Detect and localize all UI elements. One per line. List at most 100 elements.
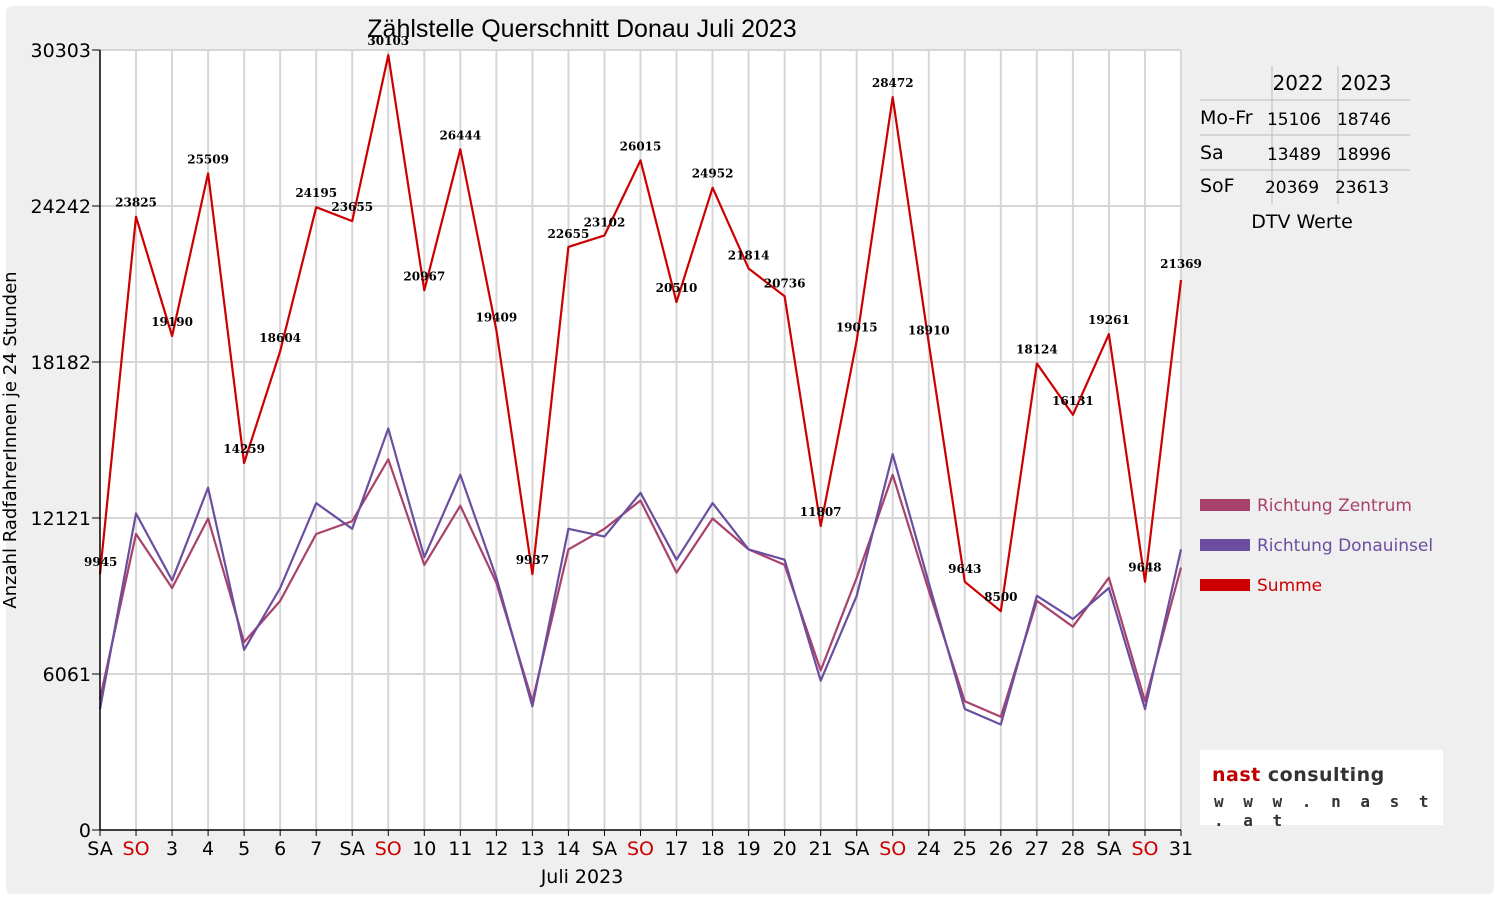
data-label: 30103 — [367, 34, 409, 48]
x-tick-label: 20 — [773, 838, 797, 860]
legend: Richtung Zentrum Richtung Donauinsel Summe — [1200, 496, 1433, 596]
data-label: 19409 — [475, 310, 517, 324]
legend-swatch — [1200, 499, 1250, 511]
x-tick-label: 13 — [520, 838, 544, 860]
dtv-cell: 18996 — [1337, 145, 1391, 165]
data-label: 26015 — [620, 139, 662, 153]
dtv-cell: 18746 — [1337, 110, 1391, 130]
data-label: 9643 — [948, 562, 981, 576]
data-label: 18604 — [259, 331, 301, 345]
data-label: 20736 — [764, 276, 806, 290]
x-tick-label: 31 — [1169, 838, 1193, 860]
dtv-row-label: Sa — [1200, 142, 1224, 164]
x-tick-label: SA — [592, 838, 617, 860]
dtv-cell: 20369 — [1265, 178, 1319, 198]
dtv-header-2023: 2023 — [1341, 71, 1392, 95]
dtv-header-2022: 2022 — [1273, 71, 1324, 95]
x-tick-label: 14 — [556, 838, 580, 860]
x-axis-label: Juli 2023 — [540, 866, 624, 888]
company-logo: nast consulting w w w . n a s t . a t — [1200, 750, 1443, 830]
x-tick-label: SO — [375, 838, 402, 860]
x-tick-label: 6 — [274, 838, 286, 860]
series-lines — [98, 53, 1183, 726]
y-tick-label: 30303 — [31, 40, 91, 62]
data-label: 8500 — [984, 590, 1017, 604]
axes: 0 6061 12121 18182 24242 30303 SA SO 3 4 5 6 7 SA SO 10… — [31, 40, 1194, 860]
logo-url: w w w . n a s t . a t — [1214, 792, 1434, 830]
legend-label: Richtung Donauinsel — [1257, 536, 1433, 556]
dtv-cell: 23613 — [1335, 178, 1389, 198]
x-tick-label: 7 — [310, 838, 322, 860]
data-label: 25509 — [187, 152, 229, 166]
data-label: 18124 — [1016, 342, 1058, 356]
x-tick-label: 12 — [484, 838, 508, 860]
data-label: 20967 — [403, 269, 445, 283]
x-tick-label: 27 — [1025, 838, 1049, 860]
data-label: 21814 — [728, 249, 770, 263]
x-tick-label: SA — [1096, 838, 1121, 860]
data-label: 24195 — [295, 186, 337, 200]
x-tick-label: SO — [123, 838, 150, 860]
y-tick-label: 0 — [79, 820, 91, 842]
dtv-cell: 13489 — [1267, 145, 1321, 165]
x-tick-label: 3 — [166, 838, 178, 860]
dtv-cell: 15106 — [1267, 110, 1321, 130]
logo-wordmark: nast consulting — [1212, 764, 1385, 786]
legend-label: Summe — [1257, 576, 1322, 596]
y-tick-label: 18182 — [31, 352, 91, 374]
dtv-table: 2022 2023 Mo-Fr 15106 18746 Sa 13489 189… — [1200, 66, 1410, 233]
x-tick-label: 18 — [700, 838, 724, 860]
data-label: 9945 — [84, 555, 117, 569]
dtv-caption: DTV Werte — [1251, 211, 1353, 233]
series-line — [98, 53, 1183, 613]
y-tick-label: 6061 — [43, 664, 91, 686]
series-line — [98, 427, 1183, 726]
data-label: 20510 — [656, 281, 698, 295]
data-label: 22655 — [548, 227, 590, 241]
data-label: 19015 — [836, 321, 878, 335]
x-tick-label: SA — [87, 838, 112, 860]
x-tick-label: 26 — [989, 838, 1013, 860]
x-tick-label: 11 — [448, 838, 472, 860]
data-label: 16131 — [1052, 394, 1094, 408]
data-label: 23102 — [584, 215, 626, 229]
y-tick-label: 24242 — [31, 196, 91, 218]
x-tick-label: 24 — [917, 838, 941, 860]
y-axis-label: Anzahl RadfahrerInnen je 24 Stunden — [0, 271, 21, 608]
legend-swatch — [1200, 539, 1250, 551]
x-tick-label: 28 — [1061, 838, 1085, 860]
data-label: 19190 — [151, 315, 193, 329]
x-tick-label: 4 — [202, 838, 214, 860]
data-label: 19261 — [1088, 313, 1130, 327]
chart-title: Zählstelle Querschnitt Donau Juli 2023 — [367, 15, 796, 43]
data-label: 26444 — [439, 128, 481, 142]
x-tick-label: SO — [1131, 838, 1158, 860]
dtv-row-label: SoF — [1200, 175, 1235, 197]
legend-swatch — [1200, 579, 1250, 591]
x-tick-label: SO — [627, 838, 654, 860]
data-label: 28472 — [872, 76, 914, 90]
x-tick-label: 10 — [412, 838, 436, 860]
dtv-row-label: Mo-Fr — [1200, 107, 1253, 129]
x-tick-label: 19 — [737, 838, 761, 860]
data-label: 9648 — [1128, 561, 1161, 575]
data-label: 23825 — [115, 196, 157, 210]
data-label: 14259 — [223, 442, 265, 456]
data-label: 21369 — [1160, 257, 1202, 271]
x-tick-label: SA — [844, 838, 869, 860]
x-tick-label: 25 — [953, 838, 977, 860]
x-tick-label: 5 — [238, 838, 250, 860]
data-label: 11807 — [800, 505, 842, 519]
grid-lines — [100, 49, 1182, 830]
data-label: 9937 — [516, 553, 549, 567]
series-line — [98, 458, 1183, 718]
x-tick-label: SO — [879, 838, 906, 860]
data-label: 23655 — [331, 200, 373, 214]
x-tick-label: 17 — [664, 838, 688, 860]
x-tick-label: SA — [340, 838, 365, 860]
x-tick-label: 21 — [809, 838, 833, 860]
legend-label: Richtung Zentrum — [1257, 496, 1412, 516]
data-label: 18910 — [908, 323, 950, 337]
